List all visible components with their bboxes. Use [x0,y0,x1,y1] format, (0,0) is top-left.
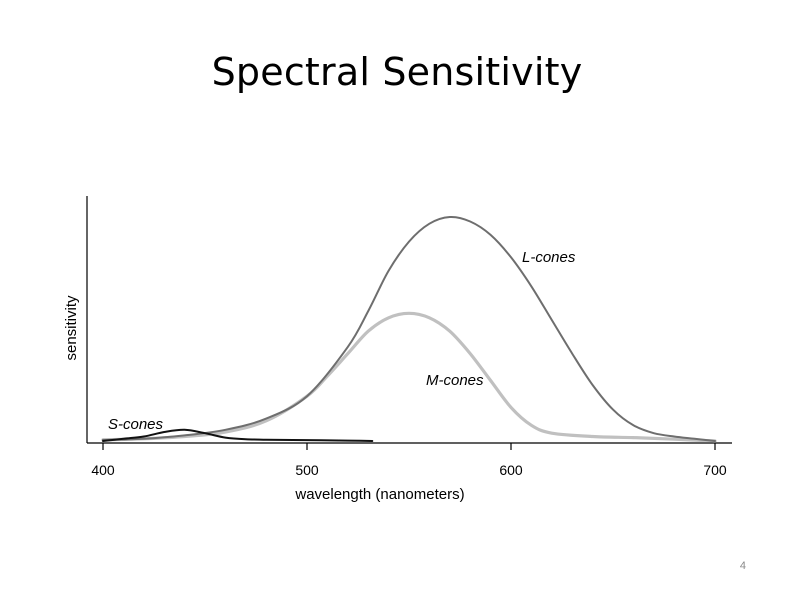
slide-title: Spectral Sensitivity [211,50,583,94]
x-tick-label: 700 [703,462,727,478]
x-axis-ticks: 400 500 600 700 [91,443,727,478]
x-tick-label: 400 [91,462,115,478]
s-cones-label: S-cones [108,416,164,433]
l-cones-curve [102,215,716,442]
l-cones-label: L-cones [522,249,576,266]
series-layer [101,215,717,443]
x-tick-label: 500 [295,462,319,478]
s-cones-curve [102,428,374,442]
x-tick-label: 600 [499,462,523,478]
m-cones-curve [101,311,717,443]
x-axis-title: wavelength (nanometers) [294,486,464,503]
y-axis-title: sensitivity [63,295,80,361]
page-number: 4 [739,560,746,572]
m-cones-label: M-cones [426,372,484,389]
